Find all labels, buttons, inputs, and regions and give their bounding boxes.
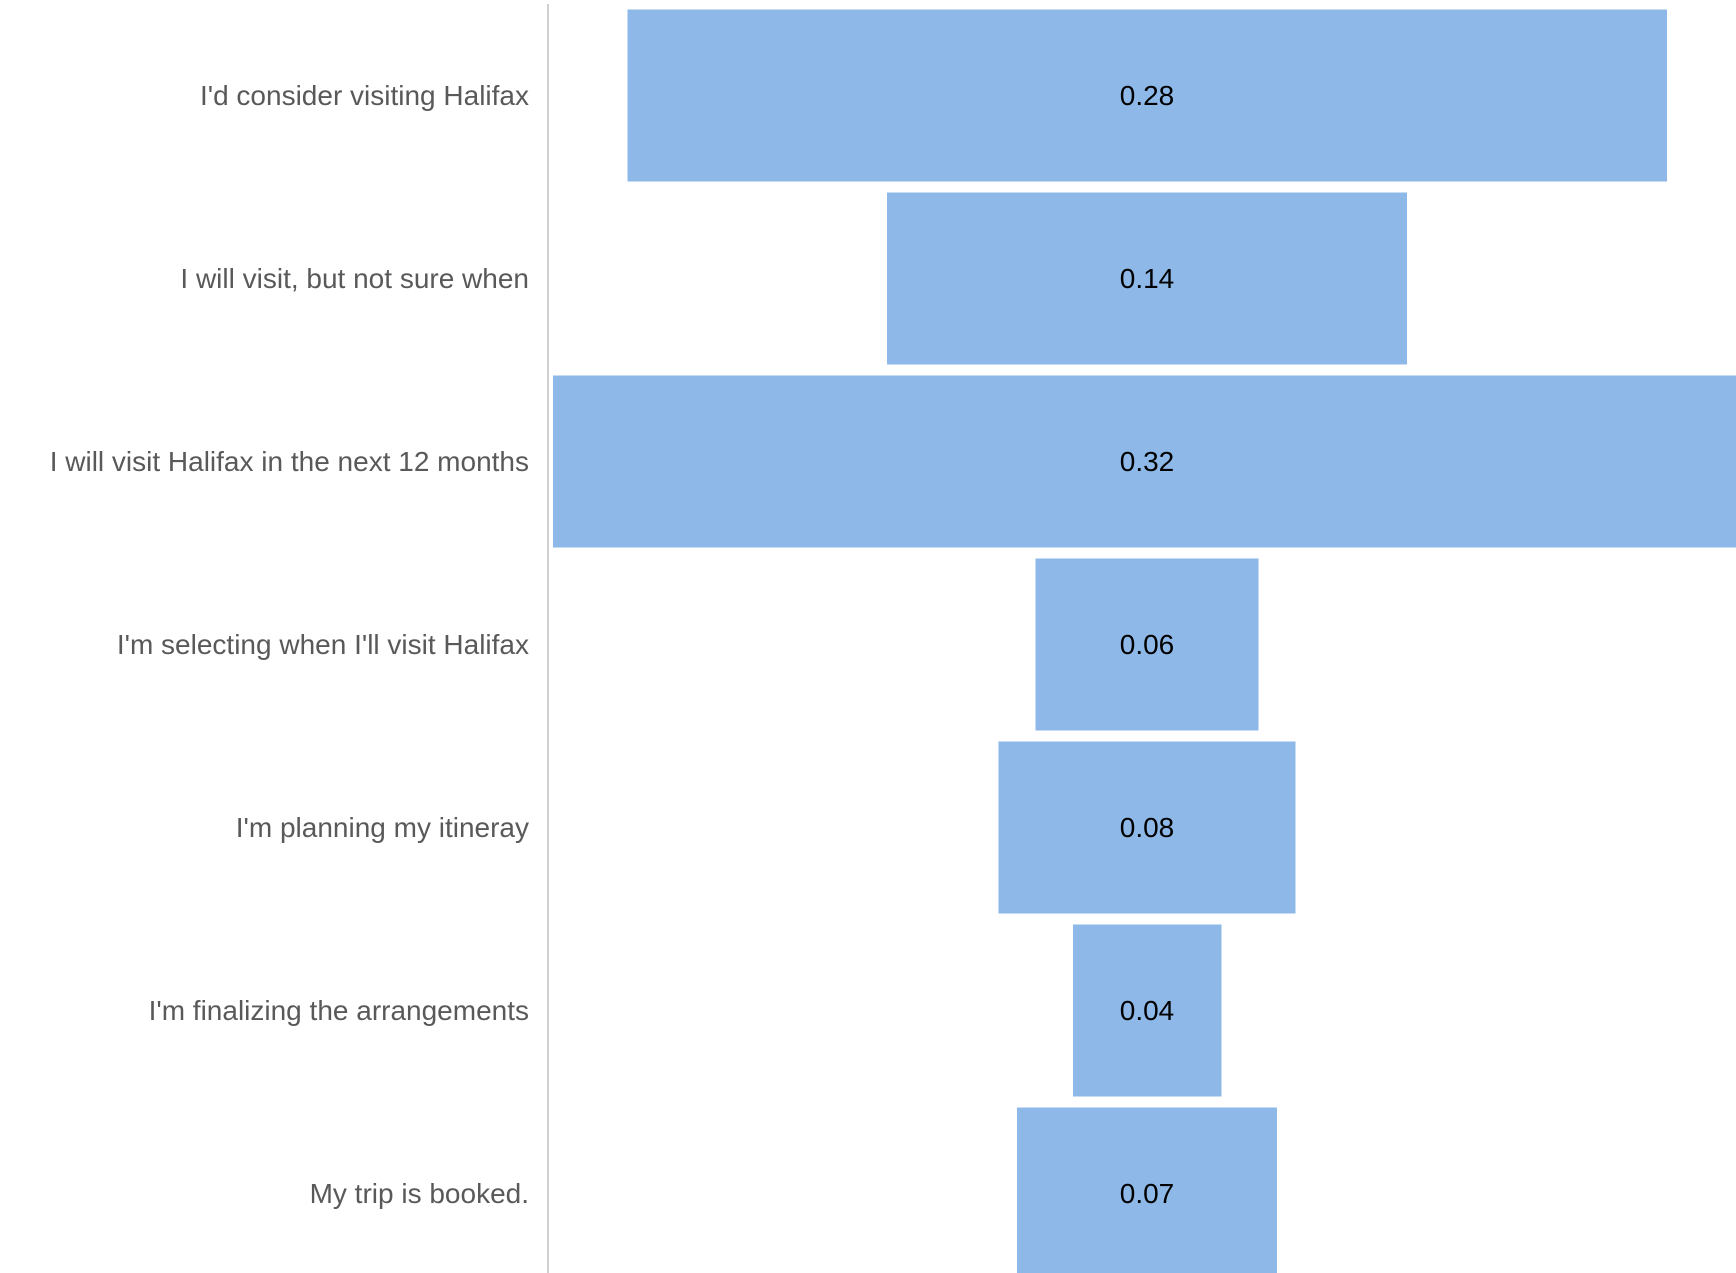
- funnel-bar: [1035, 558, 1259, 731]
- bar-value-label: 0.14: [1120, 263, 1175, 294]
- category-label: I will visit Halifax in the next 12 mont…: [50, 446, 529, 477]
- funnel-bar: [553, 375, 1736, 548]
- funnel-bar: [887, 192, 1407, 365]
- category-label: I'm finalizing the arrangements: [149, 995, 529, 1026]
- bar-value-label: 0.07: [1120, 1178, 1175, 1209]
- funnel-bar: [627, 9, 1667, 182]
- bar-value-label: 0.04: [1120, 995, 1175, 1026]
- bar-value-label: 0.08: [1120, 812, 1175, 843]
- data-labels: 0.28 0.14 0.32 0.06 0.08 0.04 0.07: [1120, 80, 1175, 1209]
- category-label: My trip is booked.: [310, 1178, 529, 1209]
- funnel-bar: [998, 741, 1296, 914]
- category-label: I'm planning my itineray: [236, 812, 529, 843]
- bar-value-label: 0.32: [1120, 446, 1175, 477]
- bar-value-label: 0.28: [1120, 80, 1175, 111]
- funnel-bar: [1017, 1107, 1277, 1273]
- category-label: I will visit, but not sure when: [180, 263, 529, 294]
- bars-layer: [553, 9, 1736, 1273]
- category-label: I'm selecting when I'll visit Halifax: [117, 629, 529, 660]
- bar-value-label: 0.06: [1120, 629, 1175, 660]
- category-label: I'd consider visiting Halifax: [200, 80, 529, 111]
- category-labels: I'd consider visiting Halifax I will visi…: [50, 80, 529, 1209]
- funnel-bar: [1072, 924, 1222, 1097]
